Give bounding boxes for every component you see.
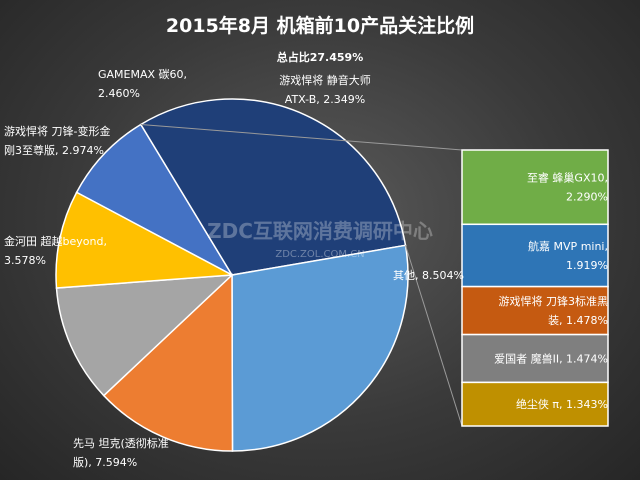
bar-segment: [461, 333, 609, 384]
slice-label: 金河田 超越beyond, 3.578%: [4, 234, 107, 267]
slice-label: 游戏悍将 刀锋-变形金刚3至尊版, 2.974%: [4, 124, 110, 157]
pie-slice: [55, 274, 235, 397]
pie-slice: [102, 273, 234, 452]
bar-segment: [461, 223, 609, 288]
slice-label: 游戏悍将 静音大师 ATX-B, 2.349%: [279, 73, 371, 106]
pie-slices: [55, 98, 409, 452]
slice-labels: 游戏悍将 静音大师 ATX-B, 2.349% 其他, 8.504% 先马 坦克(透彻…: [4, 67, 608, 469]
bar-segment-label: 航嘉 MVP mini, 1.919%: [528, 239, 608, 272]
watermark-url: ZDC.ZOL.COM.CN: [275, 249, 364, 260]
pie-slice: [139, 98, 407, 276]
bar-segment: [461, 285, 609, 336]
pie-slice: [55, 191, 235, 289]
chart-subtitle: 总占比27.459%: [277, 50, 363, 64]
pie-slice: [75, 123, 235, 277]
bar-segment-label: 游戏悍将 刀锋3标准黑装, 1.478%: [499, 294, 609, 327]
connector-line-bottom: [405, 245, 463, 427]
bar-segment-label: 至睿 蜂巢GX10, 2.290%: [527, 171, 608, 204]
slice-label: 其他, 8.504%: [393, 269, 464, 282]
bar-segment: [461, 381, 609, 427]
bar-segment-label: 绝尘侠 π, 1.343%: [516, 397, 608, 411]
chart-title: 2015年8月 机箱前10产品关注比例: [166, 14, 474, 37]
connector-line-top: [140, 123, 463, 151]
connector-lines: [140, 123, 463, 427]
slice-label: 先马 坦克(透彻标准版), 7.594%: [73, 436, 169, 469]
pie-slice: [231, 244, 409, 452]
bar-segment-label: 爱国者 魔兽II, 1.474%: [494, 351, 608, 365]
breakdown-bar: [461, 149, 609, 427]
watermark-title: ZDC互联网消费调研中心: [207, 219, 433, 243]
slice-label: GAMEMAX 碳60, 2.460%: [98, 67, 187, 100]
bar-segment: [461, 149, 609, 226]
